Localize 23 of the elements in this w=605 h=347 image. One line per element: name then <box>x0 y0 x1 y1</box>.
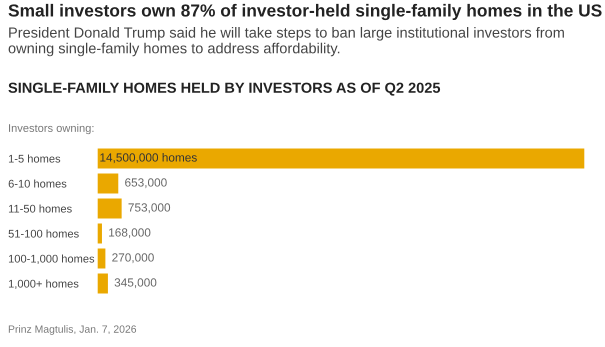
data-label: 753,000 <box>128 203 170 214</box>
y-tick-label: 100-1,000 homes <box>8 254 94 264</box>
y-tick-label: 51-100 homes <box>8 229 79 238</box>
bar <box>97 272 110 295</box>
text: SINGLE-FAMILY HOMES HELD BY INVESTORS AS OF Q2 2025 <box>8 82 440 96</box>
data-label: 270,000 <box>112 253 154 264</box>
bar <box>97 247 107 270</box>
data-label: 168,000 <box>109 228 150 238</box>
chart-subtitle: President Donald Trump said he will take steps to ban large institutional investors from owning single-family homes to address affordability. <box>8 27 564 56</box>
y-tick-label: 1,000+ homes <box>8 279 78 289</box>
y-tick-label: 6-10 homes <box>8 179 66 188</box>
bar <box>97 222 104 245</box>
text: Prinz Magtulis, Jan. 7, 2026 <box>8 325 136 335</box>
y-axis-title: Investors owning: <box>9 124 94 134</box>
data-label: 653,000 <box>125 178 167 188</box>
y-tick-label: 11-50 homes <box>8 204 72 213</box>
bar <box>97 172 120 195</box>
data-label: 345,000 <box>114 278 156 288</box>
data-label: 14,500,000 homes <box>100 153 197 164</box>
chart-title: Small investors own 87% of investor-held single-family homes in the US <box>8 4 602 20</box>
y-tick-label: 1-5 homes <box>8 154 60 163</box>
bar <box>97 197 124 220</box>
bar <box>97 147 585 170</box>
